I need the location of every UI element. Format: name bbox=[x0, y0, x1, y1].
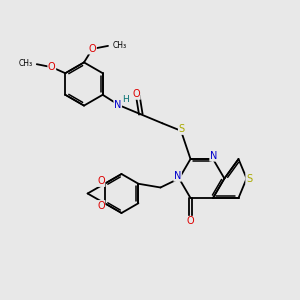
Text: N: N bbox=[210, 151, 217, 161]
Text: O: O bbox=[133, 89, 140, 99]
Text: O: O bbox=[97, 176, 105, 186]
Text: S: S bbox=[178, 124, 185, 134]
Text: S: S bbox=[246, 173, 252, 184]
Text: H: H bbox=[122, 95, 129, 104]
Text: O: O bbox=[88, 44, 96, 54]
Text: N: N bbox=[114, 100, 122, 110]
Text: N: N bbox=[174, 171, 181, 181]
Text: O: O bbox=[48, 62, 56, 72]
Text: O: O bbox=[97, 201, 105, 211]
Text: O: O bbox=[187, 216, 194, 226]
Text: CH₃: CH₃ bbox=[18, 59, 32, 68]
Text: CH₃: CH₃ bbox=[112, 41, 127, 50]
